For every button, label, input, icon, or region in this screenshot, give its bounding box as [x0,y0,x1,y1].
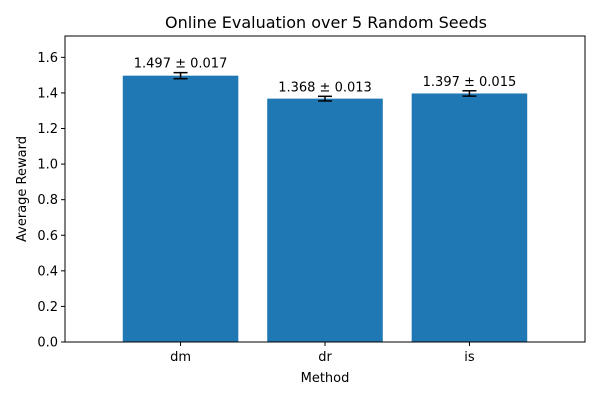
bars-layer: 1.497 ± 0.017 1.368 ± 0.013 1.397 ± 0.015 [122,57,528,343]
y-tick-label: 0.8 [37,193,58,208]
y-tick-label: 1.2 [37,122,58,137]
x-tick-label-dm: dm [170,350,191,365]
y-tick-label: 0.6 [37,229,58,244]
y-axis: 0.0 0.2 0.4 0.6 0.8 1.0 1.2 1.4 1.6 [37,51,65,351]
error-bar-dr [318,95,332,102]
data-label-is: 1.397 ± 0.015 [423,75,517,90]
y-axis-label: Average Reward [15,136,30,242]
y-tick-label: 1.6 [37,51,58,66]
chart-title: Online Evaluation over 5 Random Seeds [165,13,487,32]
data-label-dm: 1.497 ± 0.017 [134,57,228,72]
y-tick-label: 0.4 [37,264,58,279]
bar-dm [122,75,239,343]
x-tick-label-dr: dr [318,350,332,365]
bar-dr [267,98,383,342]
x-axis-label: Method [301,371,350,386]
bar-is [411,93,528,342]
error-bar-dm [173,71,188,80]
data-label-dr: 1.368 ± 0.013 [278,80,372,95]
y-tick-label: 0.0 [37,336,58,351]
x-tick-label-is: is [464,350,475,365]
error-bar-is [462,90,477,97]
x-axis: dm dr is [170,342,475,365]
plot-frame [64,35,586,343]
y-tick-label: 1.0 [37,158,58,173]
y-tick-label: 0.2 [37,300,58,315]
y-tick-label: 1.4 [37,86,58,101]
